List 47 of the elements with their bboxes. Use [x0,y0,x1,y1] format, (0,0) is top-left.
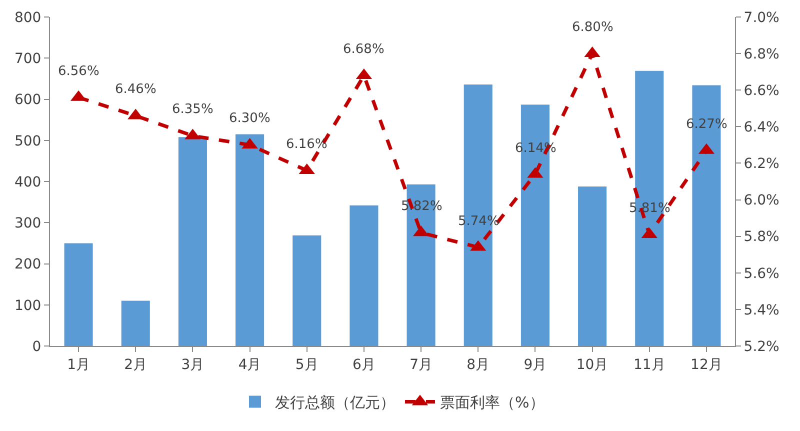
x-tick-label: 6月 [352,356,376,373]
y-tick-label: 800 [14,10,42,26]
bar [178,137,207,346]
y-tick-label: 600 [14,92,42,108]
y2-tick-label: 6.2% [744,156,780,172]
y2-tick-label: 6.8% [744,46,780,62]
x-tick-label: 11月 [633,356,666,373]
y-tick-label: 400 [14,174,42,190]
data-label: 6.68% [343,42,384,57]
y2-tick-label: 5.8% [744,229,780,246]
legend-label: 票面利率（%） [440,394,544,412]
bar [236,134,264,346]
y2-tick-label: 5.4% [744,302,780,318]
data-label: 6.35% [172,102,214,117]
y-tick-label: 100 [14,298,42,314]
data-label: 6.30% [229,111,270,126]
y-tick-label: 300 [14,216,42,232]
x-tick-label: 7月 [410,356,432,373]
bar [64,243,93,346]
y-tick-label: 0 [32,338,42,355]
bar [121,300,150,346]
x-tick-label: 8月 [466,356,490,373]
x-tick-label: 5月 [295,356,318,373]
x-tick-label: 9月 [524,356,547,373]
x-tick-label: 2月 [124,356,148,373]
y2-tick-label: 5.6% [744,266,780,282]
y2-tick-label: 5.2% [744,338,780,355]
y-tick-label: 200 [14,256,42,273]
y2-tick-label: 6.0% [744,192,780,209]
y2-tick-label: 6.6% [744,83,780,100]
data-label: 6.16% [286,137,328,152]
data-label: 6.80% [572,20,614,35]
x-tick-label: 1月 [67,356,90,373]
bar [350,205,378,346]
x-tick-label: 10月 [576,356,608,373]
x-tick-label: 12月 [690,356,722,373]
y2-tick-label: 7.0% [744,10,780,26]
x-tick-label: 4月 [238,356,262,373]
y2-tick-label: 6.4% [744,120,780,136]
y-tick-label: 700 [14,51,42,68]
data-label: 6.46% [115,82,156,97]
x-tick-label: 3月 [181,356,204,373]
bar [578,186,607,346]
legend-label: 发行总额（亿元） [275,394,395,412]
y-tick-label: 500 [14,133,42,150]
data-label: 6.56% [58,64,100,79]
bar [292,235,322,346]
